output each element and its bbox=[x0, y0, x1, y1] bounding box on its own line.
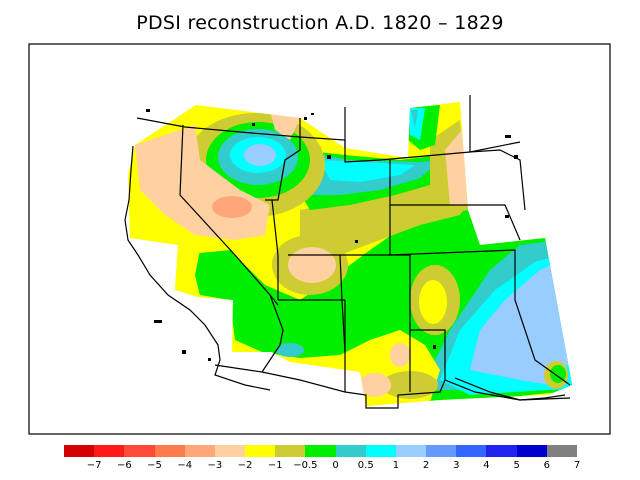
legend-swatch bbox=[124, 445, 155, 457]
legend-swatch bbox=[184, 445, 215, 457]
legend-swatch bbox=[335, 445, 366, 457]
pacific-coastline bbox=[124, 145, 271, 391]
legend-labels: −7 −6 −5 −4 −3 −2 −1 −0.5 0 0.5 1 2 3 4 5 6 7 bbox=[0, 460, 640, 474]
islands bbox=[146, 109, 518, 361]
pdsi-zone-lightblue-nw bbox=[244, 144, 276, 166]
pdsi-field bbox=[128, 102, 572, 406]
legend-label: −3 bbox=[207, 460, 223, 471]
legend-label: −5 bbox=[147, 460, 162, 471]
legend-label: −7 bbox=[86, 460, 102, 471]
pdsi-zone-green-se bbox=[550, 365, 566, 383]
pdsi-zone-yellow-sw bbox=[175, 245, 200, 296]
or-id-border bbox=[265, 118, 301, 201]
legend-swatch bbox=[395, 445, 427, 457]
pdsi-zone-peach-south bbox=[359, 373, 391, 397]
legend-swatch bbox=[426, 445, 457, 457]
legend-swatch bbox=[275, 445, 306, 457]
pdsi-zone-yellow-ec bbox=[419, 280, 447, 324]
pdsi-zone-peach-center bbox=[288, 247, 336, 283]
map bbox=[28, 43, 611, 435]
pdsi-zone-lightblue-se bbox=[470, 260, 572, 385]
legend-label: 0 bbox=[332, 460, 339, 471]
legend-swatch bbox=[154, 445, 185, 457]
mexico-border bbox=[214, 364, 571, 409]
boundary-lines bbox=[124, 95, 571, 409]
pdsi-zone-peach-ne bbox=[445, 130, 468, 205]
legend-swatch bbox=[305, 445, 336, 457]
plains-border bbox=[389, 249, 571, 386]
pdsi-zone-cyan bbox=[320, 160, 415, 182]
az-ca-border bbox=[261, 294, 284, 373]
pdsi-zone-orange-nw bbox=[212, 196, 252, 218]
pdsi-zone-olive bbox=[300, 170, 470, 255]
legend-swatch bbox=[365, 445, 396, 457]
legend-label: −0.5 bbox=[293, 460, 318, 471]
legend-label: −4 bbox=[177, 460, 193, 471]
legend-swatch bbox=[546, 445, 577, 457]
legend-label: 5 bbox=[513, 460, 520, 471]
legend-label: −2 bbox=[237, 460, 253, 471]
legend-color-bar bbox=[64, 445, 577, 457]
pdsi-zone-peach-top bbox=[270, 110, 300, 140]
pdsi-zone-peach-south2 bbox=[390, 343, 410, 367]
legend-swatch bbox=[94, 445, 125, 457]
legend-label: 2 bbox=[422, 460, 430, 471]
tx-panhandle bbox=[410, 329, 446, 380]
ut-nv-border bbox=[271, 199, 279, 300]
legend-swatch bbox=[64, 445, 95, 457]
legend-label: −6 bbox=[116, 460, 132, 471]
legend-label: 6 bbox=[543, 460, 550, 471]
pdsi-zone-cyan-ne bbox=[408, 108, 425, 140]
nd-sd-border bbox=[469, 95, 526, 211]
dakotas-border bbox=[390, 204, 521, 241]
nv-ca-border bbox=[179, 124, 279, 306]
legend-label: 7 bbox=[573, 460, 581, 471]
legend-swatch bbox=[245, 445, 276, 457]
legend-swatch bbox=[516, 445, 547, 457]
legend-label: 1 bbox=[392, 460, 400, 471]
legend-swatch bbox=[486, 445, 517, 457]
legend-swatch bbox=[456, 445, 487, 457]
pdsi-zone-teal-ne bbox=[411, 110, 418, 128]
legend-label: 4 bbox=[483, 460, 490, 471]
legend-label: 0.5 bbox=[357, 460, 374, 471]
pdsi-zone-teal-sw bbox=[276, 343, 304, 357]
map-title: PDSI reconstruction A.D. 1820 – 1829 bbox=[136, 12, 504, 34]
gulf-coastline bbox=[454, 377, 566, 401]
legend-swatch bbox=[214, 445, 246, 457]
legend-label: 3 bbox=[453, 460, 460, 471]
legend-label: −1 bbox=[267, 460, 283, 471]
